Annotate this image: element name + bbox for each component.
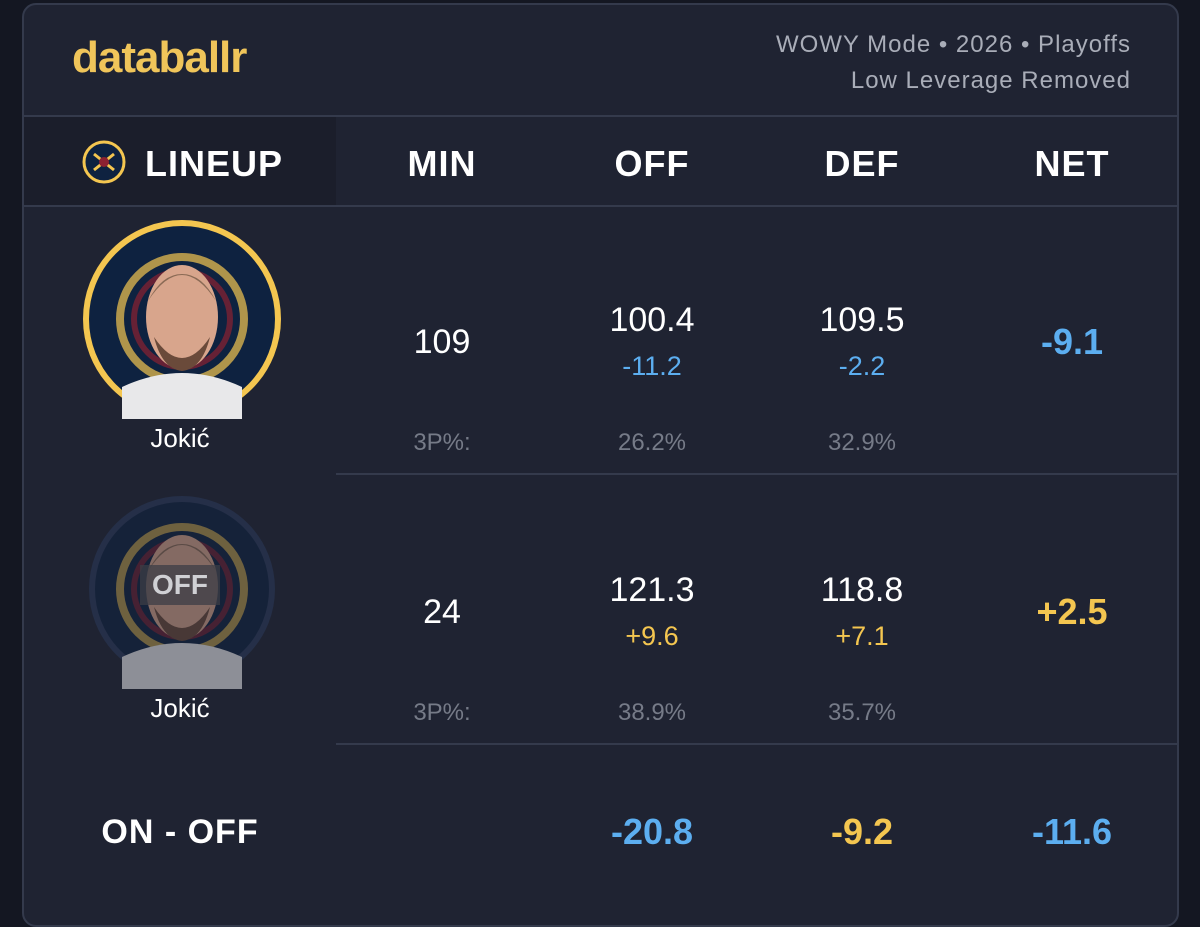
off-badge: OFF (140, 565, 220, 605)
column-header: MIN (407, 143, 477, 184)
shooting-label: 3P%: (413, 699, 471, 726)
def-3p: 35.7% (827, 699, 897, 726)
def-diff: -2.2 (838, 351, 886, 381)
lineup-header-cell (24, 117, 336, 205)
off-3p: 26.2% (617, 429, 687, 456)
def-3p: 32.9% (827, 429, 897, 456)
column-header: NET (1034, 143, 1110, 184)
divider (24, 115, 1177, 117)
stats-card: databallr WOWY Mode • 2026 • Playoffs Lo… (22, 3, 1179, 927)
team-logo (82, 140, 126, 184)
player-name: Jokić (150, 423, 210, 453)
divider (24, 205, 1177, 207)
minutes: 24 (423, 593, 461, 631)
divider (336, 473, 1177, 475)
off-rating: 100.4 (609, 301, 695, 339)
minutes: 109 (413, 323, 471, 361)
def-diff: +7.1 (835, 621, 889, 651)
page: databallr WOWY Mode • 2026 • Playoffs Lo… (22, 3, 1179, 927)
footer-label: ON - OFF (101, 813, 259, 851)
subtitle: Low Leverage Removed (850, 67, 1131, 94)
off-diff: +9.6 (625, 621, 679, 651)
net-rating: -9.1 (1040, 321, 1104, 362)
player-name: Jokić (150, 693, 210, 723)
column-header: LINEUP (144, 143, 284, 184)
off-3p: 38.9% (617, 699, 687, 726)
subtitle: WOWY Mode • 2026 • Playoffs (775, 31, 1131, 58)
net-rating: +2.5 (1036, 591, 1108, 632)
player-avatar (83, 220, 281, 419)
brand: databallr (72, 33, 247, 82)
off-diff: -11.2 (622, 351, 682, 381)
def-rating: 109.5 (819, 301, 905, 339)
divider (336, 743, 1177, 745)
net-diff-total: -11.6 (1031, 811, 1113, 852)
def-diff-total: -9.2 (830, 811, 894, 852)
off-rating: 121.3 (609, 571, 695, 609)
shooting-label: 3P%: (413, 429, 471, 456)
column-header: OFF (614, 143, 690, 184)
def-rating: 118.8 (820, 571, 904, 609)
column-header: DEF (824, 143, 900, 184)
off-diff-total: -20.8 (610, 811, 694, 852)
